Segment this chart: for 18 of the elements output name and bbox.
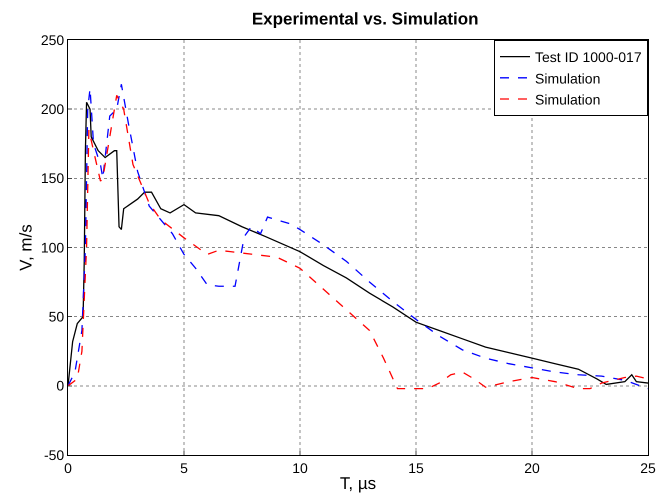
x-tick-label: 5	[180, 460, 188, 476]
y-tick-label: 150	[40, 170, 64, 186]
x-tick-label: 15	[408, 460, 424, 476]
x-tick-label: 20	[524, 460, 540, 476]
y-axis-title: V, m/s	[16, 224, 36, 271]
y-tick-label: -50	[44, 446, 64, 463]
legend-label: Test ID 1000-017	[535, 49, 642, 66]
legend-label: Simulation	[535, 70, 600, 86]
legend-label: Simulation	[535, 91, 600, 108]
x-axis-title: T, µs	[340, 474, 376, 494]
y-tick-label: 0	[56, 378, 64, 394]
y-tick-label: 100	[40, 239, 64, 256]
x-tick-label: 10	[292, 460, 308, 476]
y-tick-label: 200	[40, 101, 64, 118]
chart-title: Experimental vs. Simulation	[252, 9, 479, 28]
y-tick-label: 50	[48, 308, 64, 325]
y-tick-label: 250	[40, 32, 64, 48]
x-tick-label: 25	[640, 460, 656, 476]
